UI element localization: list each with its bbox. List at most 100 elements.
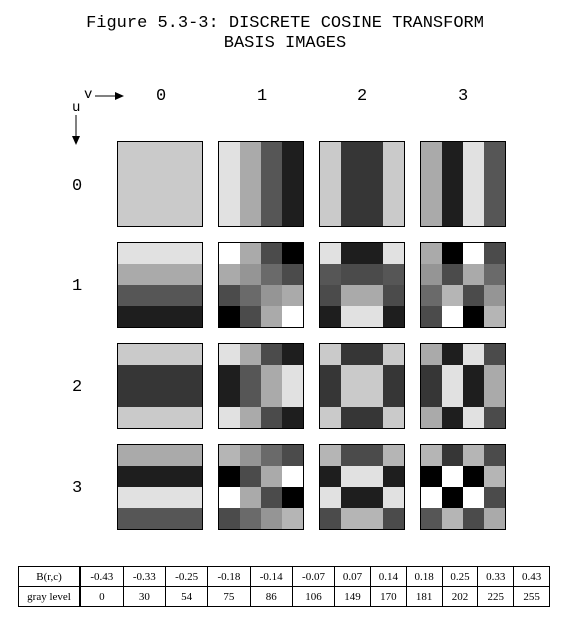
basis-pixel [341,365,362,386]
basis-pixel [463,163,484,184]
basis-pixel [341,184,362,205]
basis-pixel [383,306,404,327]
basis-pixel [421,285,442,306]
basis-pixel [421,163,442,184]
basis-pixel [362,365,383,386]
basis-pixel [240,163,261,184]
basis-pixel [219,365,240,386]
legend-b-value: 0.07 [334,566,371,587]
basis-pixel [282,163,303,184]
basis-pixel [463,487,484,508]
basis-pixel [282,344,303,365]
basis-pixel [160,487,181,508]
basis-pixel [320,508,341,529]
basis-pixel [320,487,341,508]
basis-pixel [484,264,505,285]
basis-pixel [139,407,160,428]
u-axis-label: u [72,100,81,116]
basis-pixel [282,306,303,327]
u-arrow-icon [72,115,80,145]
basis-pixel [181,466,202,487]
basis-pixel [139,306,160,327]
legend-gray-value: 170 [369,586,407,607]
basis-pixel [362,163,383,184]
basis-pixel [442,445,463,466]
basis-pixel [484,407,505,428]
basis-pixel [383,407,404,428]
basis-pixel [282,466,303,487]
legend-gray-value: 225 [477,586,515,607]
basis-pixel [383,205,404,226]
basis-pixel [421,487,442,508]
basis-pixel [118,184,139,205]
basis-pixel [160,285,181,306]
basis-pixel [442,264,463,285]
basis-pixel [240,285,261,306]
basis-pixel [341,344,362,365]
basis-pixel [160,205,181,226]
basis-pixel [421,508,442,529]
legend-b-value: -0.43 [79,566,124,587]
basis-pixel [261,386,282,407]
basis-pixel [484,285,505,306]
basis-pixel [320,466,341,487]
basis-pixel [463,264,484,285]
basis-pixel [362,243,383,264]
basis-pixel [261,466,282,487]
basis-pixel [442,407,463,428]
basis-pixel [463,344,484,365]
basis-pixel [181,205,202,226]
basis-pixel [181,142,202,163]
basis-pixel [421,306,442,327]
basis-pixel [160,184,181,205]
basis-pixel [181,407,202,428]
legend-b-value: -0.18 [207,566,251,587]
legend-gray-value: 255 [513,586,550,607]
basis-pixel [240,487,261,508]
basis-pixel [383,344,404,365]
figure-title-line1: Figure 5.3-3: DISCRETE COSINE TRANSFORM [86,14,484,33]
basis-pixel [442,466,463,487]
basis-pixel [139,184,160,205]
basis-pixel [421,344,442,365]
basis-pixel [139,365,160,386]
basis-pixel [320,365,341,386]
basis-pixel [442,285,463,306]
basis-pixel [362,264,383,285]
basis-pixel [320,205,341,226]
basis-pixel [484,205,505,226]
basis-pixel [240,184,261,205]
legend-b-value: -0.33 [122,566,166,587]
basis-pixel [160,142,181,163]
basis-pixel [139,243,160,264]
legend-gray-value: 75 [207,586,251,607]
basis-pixel [181,163,202,184]
basis-pixel [282,264,303,285]
basis-pixel [139,466,160,487]
basis-image-u0-v2 [319,141,405,227]
basis-image-u3-v1 [218,444,304,530]
basis-pixel [181,508,202,529]
basis-pixel [362,466,383,487]
basis-pixel [320,184,341,205]
basis-image-u0-v3 [420,141,506,227]
basis-pixel [320,163,341,184]
basis-pixel [160,407,181,428]
basis-pixel [139,142,160,163]
row-label-2: 2 [72,378,83,397]
basis-pixel [181,365,202,386]
legend-gray-value: 30 [122,586,166,607]
basis-pixel [219,407,240,428]
basis-pixel [240,445,261,466]
basis-pixel [219,184,240,205]
basis-pixel [219,243,240,264]
basis-pixel [463,306,484,327]
basis-pixel [118,344,139,365]
basis-pixel [463,184,484,205]
basis-pixel [341,445,362,466]
basis-pixel [484,184,505,205]
column-label-0: 0 [156,87,167,106]
basis-pixel [139,205,160,226]
basis-pixel [181,386,202,407]
basis-pixel [118,264,139,285]
